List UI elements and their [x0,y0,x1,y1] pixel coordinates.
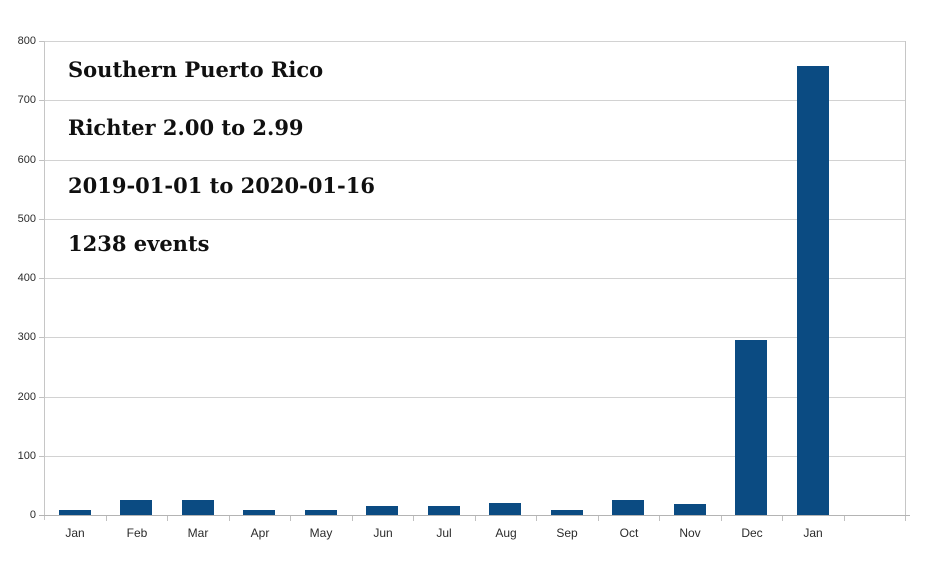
x-axis-label: Jan [803,526,823,540]
bar-jul-6 [428,506,460,515]
y-axis-tick [39,41,44,42]
x-axis-label: Apr [250,526,270,540]
x-axis-label: Nov [679,526,701,540]
x-axis-label: Aug [495,526,517,540]
x-axis-label: May [309,526,333,540]
y-axis-tick [39,337,44,338]
y-axis-label: 300 [17,331,36,343]
y-axis-tick [39,278,44,279]
y-axis-tick [39,100,44,101]
y-axis-label: 500 [17,213,36,225]
x-axis-label: Dec [741,526,763,540]
annotation-magnitude-range: Richter 2.00 to 2.99 [68,115,304,140]
gridline-700 [44,100,905,101]
bar-apr-3 [243,510,275,515]
gridline-500 [44,219,905,220]
gridline-100 [44,456,905,457]
x-axis-tick [782,516,783,521]
x-axis-tick [536,516,537,521]
x-axis-tick [106,516,107,521]
x-axis-tick [290,516,291,521]
y-axis-tick [39,219,44,220]
x-axis-tick [413,516,414,521]
bar-mar-2 [182,500,214,515]
x-axis-label: Jan [65,526,85,540]
bar-jun-5 [366,506,398,515]
bar-jan-0 [59,510,91,515]
bar-feb-1 [120,500,152,515]
y-axis-label: 800 [17,35,36,47]
bar-dec-11 [735,340,767,515]
gridline-400 [44,278,905,279]
y-axis-label: 700 [17,94,36,106]
x-axis-label: Jul [436,526,452,540]
gridline-800 [44,41,905,42]
x-axis-tick [721,516,722,521]
x-axis-label: Sep [556,526,578,540]
x-axis-tick [167,516,168,521]
x-axis-label: Oct [619,526,639,540]
y-axis-label: 200 [17,391,36,403]
x-axis-tick [598,516,599,521]
x-axis-tick [229,516,230,521]
gridline-200 [44,397,905,398]
x-axis-tick [659,516,660,521]
y-axis-label: 400 [17,272,36,284]
x-axis-label: Mar [187,526,209,540]
x-axis-tick [352,516,353,521]
annotation-date-range: 2019-01-01 to 2020-01-16 [68,173,375,198]
bar-jan-12 [797,66,829,515]
plot-right-border [905,41,906,520]
y-axis-label: 0 [29,509,36,521]
y-axis-tick [39,456,44,457]
gridline-300 [44,337,905,338]
x-axis-tick [475,516,476,521]
y-axis-line [44,41,45,520]
bar-sep-8 [551,510,583,515]
bar-aug-7 [489,503,521,515]
x-axis-label: Jun [373,526,393,540]
bar-nov-10 [674,504,706,515]
y-axis-label: 600 [17,154,36,166]
y-axis-tick [39,160,44,161]
annotation-region: Southern Puerto Rico [68,57,324,82]
x-axis-line [39,515,910,516]
bar-may-4 [305,510,337,515]
bar-oct-9 [612,500,644,515]
gridline-600 [44,160,905,161]
y-axis-label: 100 [17,450,36,462]
annotation-event-count: 1238 events [68,231,210,256]
x-axis-tick [844,516,845,521]
y-axis-tick [39,397,44,398]
x-axis-label: Feb [126,526,148,540]
x-axis-tick [905,516,906,521]
